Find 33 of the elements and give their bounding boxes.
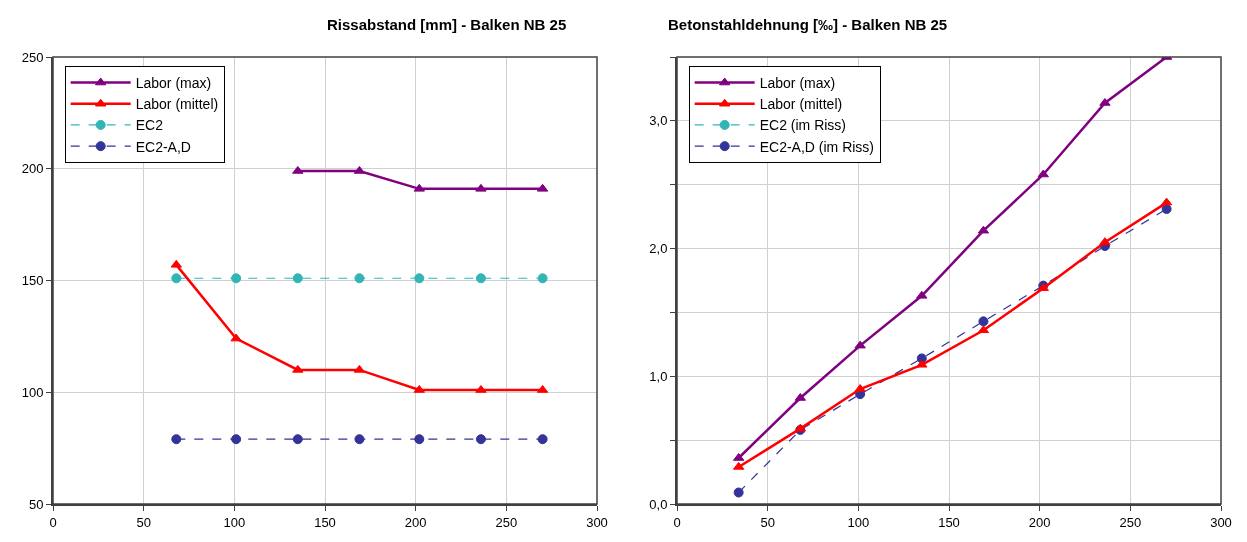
x-tick-label: 100 bbox=[223, 514, 246, 530]
y-tick-label: 100 bbox=[21, 384, 44, 400]
x-tick-label: 0 bbox=[49, 514, 57, 530]
x-tick-label: 200 bbox=[1028, 514, 1051, 530]
x-tick-label: 250 bbox=[1119, 514, 1142, 530]
y-tick-label: 200 bbox=[21, 161, 44, 177]
legend-label: EC2-A,D (im Riss) bbox=[759, 138, 875, 155]
y-tick-label: 3,0 bbox=[649, 113, 668, 129]
y-tick-label: 0,0 bbox=[649, 496, 668, 512]
y-tick-label: 50 bbox=[28, 496, 44, 512]
x-tick-label: 300 bbox=[1210, 514, 1232, 530]
legend-label: Labor (mittel) bbox=[759, 96, 843, 113]
y-tick-label: 250 bbox=[21, 49, 44, 65]
x-tick-label: 0 bbox=[673, 514, 681, 530]
x-tick-label: 50 bbox=[760, 514, 775, 530]
y-tick-label: 150 bbox=[21, 273, 44, 289]
x-tick-label: 100 bbox=[847, 514, 870, 530]
x-tick-label: 250 bbox=[495, 514, 518, 530]
chart-title: Betonstahldehnung [‰] - Balken NB 25 bbox=[668, 16, 948, 33]
legend-label: Labor (max) bbox=[759, 75, 836, 91]
legend-label: Labor (max) bbox=[135, 75, 212, 91]
y-tick-label: 2,0 bbox=[649, 241, 668, 257]
legend-label: Labor (mittel) bbox=[135, 96, 219, 113]
x-tick-label: 300 bbox=[586, 514, 608, 530]
legend-label: EC2 (im Riss) bbox=[759, 117, 847, 134]
legend-label: EC2-A,D bbox=[135, 138, 191, 155]
legend-label: EC2 bbox=[135, 117, 164, 134]
y-tick-label: 1,0 bbox=[649, 368, 668, 384]
x-tick-label: 200 bbox=[404, 514, 427, 530]
x-tick-label: 50 bbox=[136, 514, 151, 530]
x-tick-label: 150 bbox=[938, 514, 960, 530]
chart-title: Rissabstand [mm] - Balken NB 25 bbox=[327, 16, 567, 33]
x-tick-label: 150 bbox=[314, 514, 336, 530]
